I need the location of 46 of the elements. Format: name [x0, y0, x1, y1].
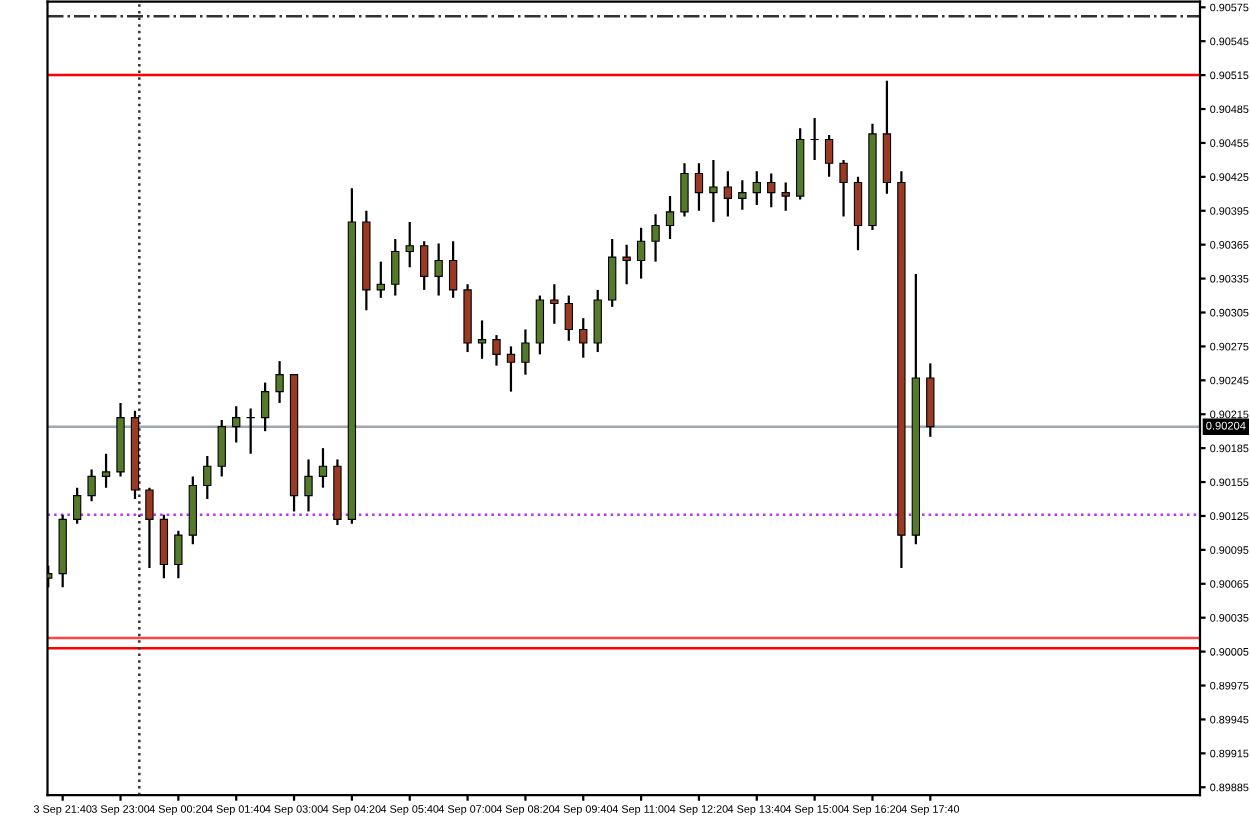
candlestick — [376, 260, 385, 299]
candlestick — [260, 381, 270, 433]
candlestick — [275, 359, 284, 405]
candlestick — [492, 333, 501, 367]
candlestick — [824, 133, 834, 178]
candlestick — [622, 243, 631, 286]
candlestick — [839, 158, 848, 218]
candlestick — [535, 294, 545, 356]
candlestick — [723, 170, 733, 218]
candlestick — [564, 294, 573, 342]
candlestick — [405, 220, 414, 269]
candlestick — [145, 486, 154, 570]
candlestick — [521, 328, 530, 376]
candlestick — [72, 486, 82, 525]
candlestick — [680, 162, 689, 218]
candlestick — [853, 175, 863, 252]
candlestick — [579, 317, 588, 359]
candlestick — [391, 237, 400, 297]
candlestick — [665, 194, 675, 241]
candlestick — [767, 172, 776, 209]
candlestick — [159, 513, 169, 580]
candlestick — [651, 213, 660, 263]
candlestick — [420, 240, 429, 291]
candlestick — [246, 407, 255, 455]
candlestick — [217, 418, 226, 478]
candlestick — [709, 158, 718, 224]
candlestick — [304, 458, 313, 513]
candlestick — [448, 240, 458, 299]
candlestick — [506, 345, 516, 393]
candlestick — [694, 162, 704, 212]
candlestick — [608, 237, 617, 308]
candlestick — [636, 226, 646, 280]
candlestick — [738, 179, 747, 211]
candlestick — [232, 405, 241, 444]
candlestick — [203, 454, 212, 501]
candlestick — [318, 447, 328, 489]
candlestick — [477, 319, 487, 360]
candlestick — [593, 288, 602, 354]
candlestick — [174, 529, 183, 580]
candlestick — [810, 116, 819, 162]
candlestick — [87, 468, 96, 503]
candlestick — [781, 181, 790, 212]
candlestick — [752, 170, 761, 207]
candlestick — [434, 242, 443, 297]
candlestick — [550, 283, 559, 325]
candlestick — [101, 452, 111, 489]
